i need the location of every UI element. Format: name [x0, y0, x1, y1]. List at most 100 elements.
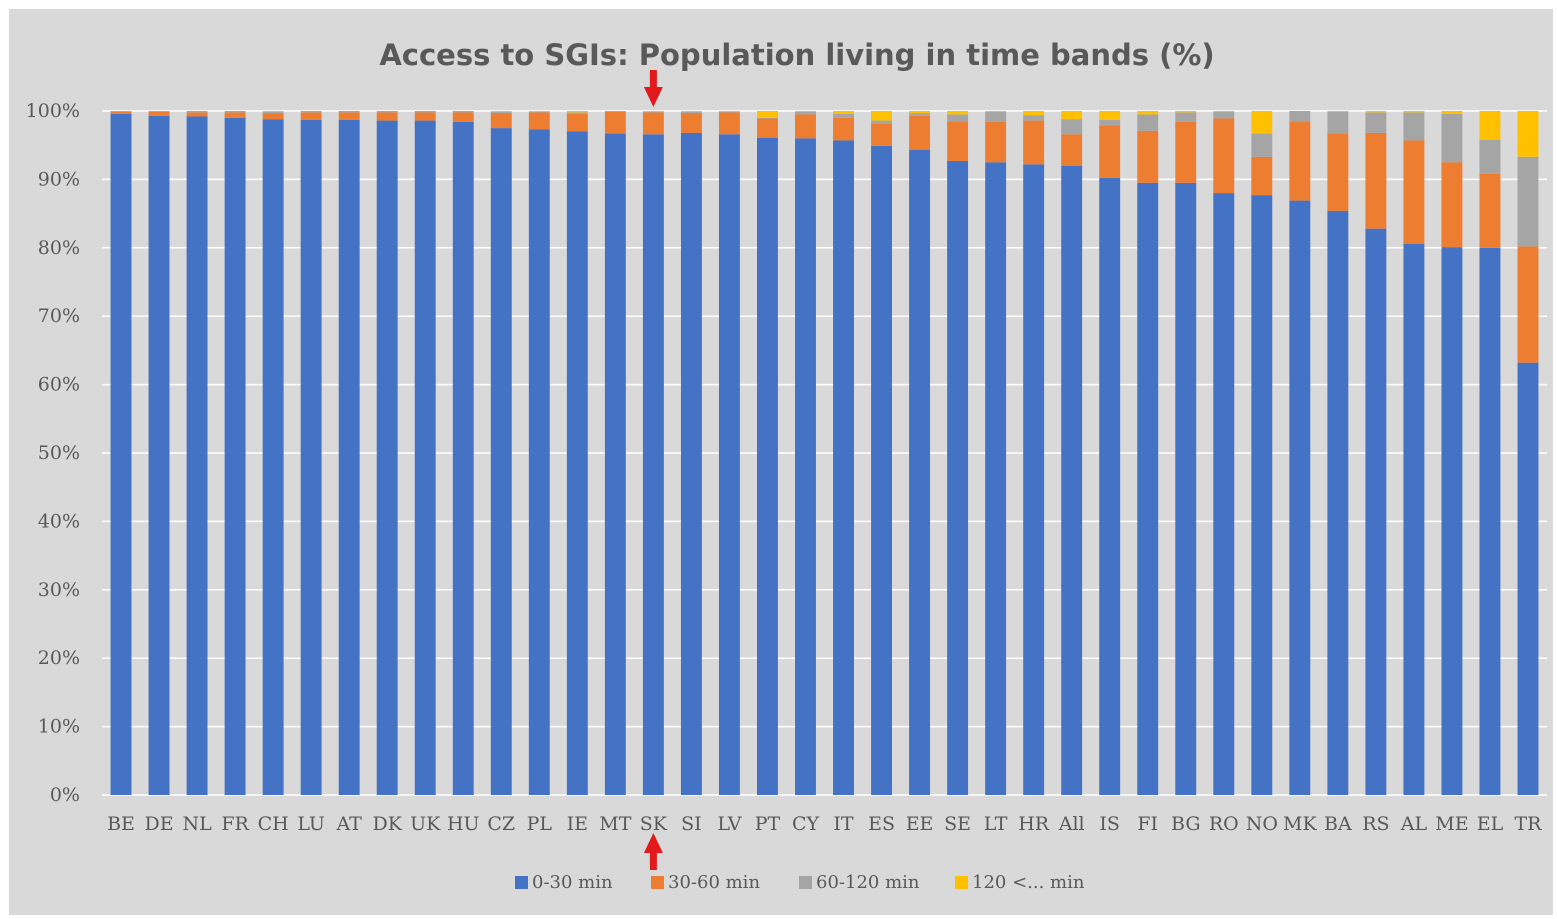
bar-segment-series-0: [186, 116, 208, 796]
bar-segment-series-1: [795, 114, 816, 139]
legend-swatch: [799, 876, 812, 889]
bar-segment-series-2: [1099, 119, 1121, 126]
bar-segment-series-2: [338, 111, 360, 113]
bar-segment-series-1: [224, 112, 246, 118]
legend-item: 120 <... min: [955, 872, 1085, 893]
bar-segment-series-3: [262, 111, 284, 112]
bar-segment-series-3: [985, 111, 1007, 112]
bar-segment-series-2: [1137, 114, 1159, 131]
bar-stack-fi: [1137, 111, 1159, 795]
bar-stack-se: [947, 111, 969, 795]
bar-segment-series-2: [604, 111, 626, 112]
bar-stack-ee: [909, 111, 931, 795]
bar-segment-series-3: [909, 111, 931, 114]
bar-segment-series-0: [680, 132, 702, 795]
bar-segment-series-0: [338, 119, 360, 796]
bar-segment-series-2: [414, 111, 436, 113]
x-tick-label: IE: [567, 813, 588, 835]
bar-segment-series-2: [795, 111, 816, 115]
bar-segment-series-0: [757, 137, 778, 795]
bar-segment-series-3: [1023, 111, 1045, 116]
x-tick-label: SK: [640, 813, 668, 835]
bar-segment-series-0: [604, 133, 626, 795]
arrow-up-icon: [643, 833, 663, 870]
bar-segment-series-0: [1479, 247, 1501, 796]
bar-segment-series-2: [452, 111, 474, 113]
bar-stack-nl: [186, 111, 208, 796]
bar-segment-series-1: [909, 115, 931, 150]
bar-segment-series-2: [566, 112, 588, 114]
bar-segment-series-0: [414, 120, 436, 796]
bar-segment-series-0: [871, 145, 892, 795]
x-tick-label: SE: [944, 813, 971, 835]
bar-segment-series-0: [1023, 164, 1045, 796]
arrow-down-icon: [643, 70, 663, 107]
bar-segment-series-1: [262, 113, 284, 120]
bar-segment-series-3: [1479, 111, 1501, 140]
bar-stack-hr: [1023, 111, 1045, 796]
x-tick-label: AL: [1400, 813, 1428, 835]
bar-segment-series-3: [871, 111, 892, 121]
bar-segment-series-1: [528, 112, 550, 130]
bar-segment-series-0: [110, 113, 132, 795]
legend-swatch: [955, 876, 968, 889]
bar-stack-dk: [376, 111, 398, 796]
bar-stack-cy: [795, 111, 816, 796]
legend-item: 60-120 min: [799, 872, 920, 893]
bar-stack-pl: [528, 111, 550, 795]
bar-segment-series-1: [1137, 130, 1159, 183]
bar-segment-series-0: [566, 131, 588, 795]
bar-segment-series-0: [224, 117, 246, 796]
bar-segment-series-3: [1365, 111, 1387, 113]
bar-segment-series-3: [1137, 111, 1159, 115]
bar-segment-series-1: [300, 112, 322, 120]
bar-segment-series-2: [947, 114, 969, 122]
bar-segment-series-3: [795, 111, 816, 112]
bar-segment-series-1: [1517, 246, 1539, 363]
x-tick-label: RS: [1362, 813, 1389, 835]
bar-segment-series-0: [262, 119, 284, 795]
x-tick-label: HU: [447, 813, 480, 835]
bar-segment-series-1: [1441, 162, 1463, 248]
bar-segment-series-3: [718, 111, 740, 112]
bar-segment-series-0: [1517, 362, 1539, 795]
bar-segment-series-0: [1175, 182, 1197, 795]
bar-segment-series-2: [262, 111, 284, 114]
bar-stack-ba: [1327, 111, 1349, 795]
y-tick-label: 30%: [38, 579, 80, 601]
bar-segment-series-1: [985, 121, 1007, 163]
x-tick-label: BE: [107, 813, 135, 835]
x-tick-label: DK: [372, 813, 402, 835]
bar-segment-series-2: [1289, 111, 1311, 122]
bar-segment-series-1: [718, 112, 740, 135]
bar-stack-fr: [224, 111, 246, 796]
bar-segment-series-3: [1517, 111, 1539, 157]
bar-stack-at: [338, 111, 360, 796]
x-tick-label: All: [1058, 813, 1085, 835]
bar-segment-series-0: [452, 121, 474, 796]
bar-segment-series-0: [1289, 200, 1311, 795]
bar-segment-series-3: [528, 111, 550, 112]
bar-stack-ie: [566, 111, 588, 795]
bar-segment-series-3: [947, 111, 969, 115]
bar-segment-series-2: [1479, 139, 1501, 174]
bar-segment-series-1: [1479, 173, 1501, 248]
bar-segment-series-0: [376, 120, 398, 796]
x-tick-label: CH: [258, 813, 289, 835]
bar-segment-series-2: [1175, 112, 1197, 122]
y-tick-label: 60%: [38, 374, 80, 396]
x-tick-label: IS: [1099, 813, 1120, 835]
bar-stack-lu: [300, 111, 322, 796]
bar-segment-series-1: [1061, 134, 1083, 166]
bar-segment-series-1: [604, 111, 626, 134]
bar-segment-series-1: [376, 112, 398, 121]
bar-segment-series-3: [680, 111, 702, 112]
x-tick-label: NO: [1246, 813, 1278, 835]
bar-stack-al: [1403, 111, 1425, 796]
y-tick-label: 40%: [38, 510, 80, 532]
bar-segment-series-2: [1251, 133, 1273, 157]
bar-segment-series-1: [680, 113, 702, 133]
bar-segment-series-1: [642, 112, 664, 135]
bar-segment-series-3: [833, 111, 854, 114]
x-tick-label: DE: [144, 813, 173, 835]
